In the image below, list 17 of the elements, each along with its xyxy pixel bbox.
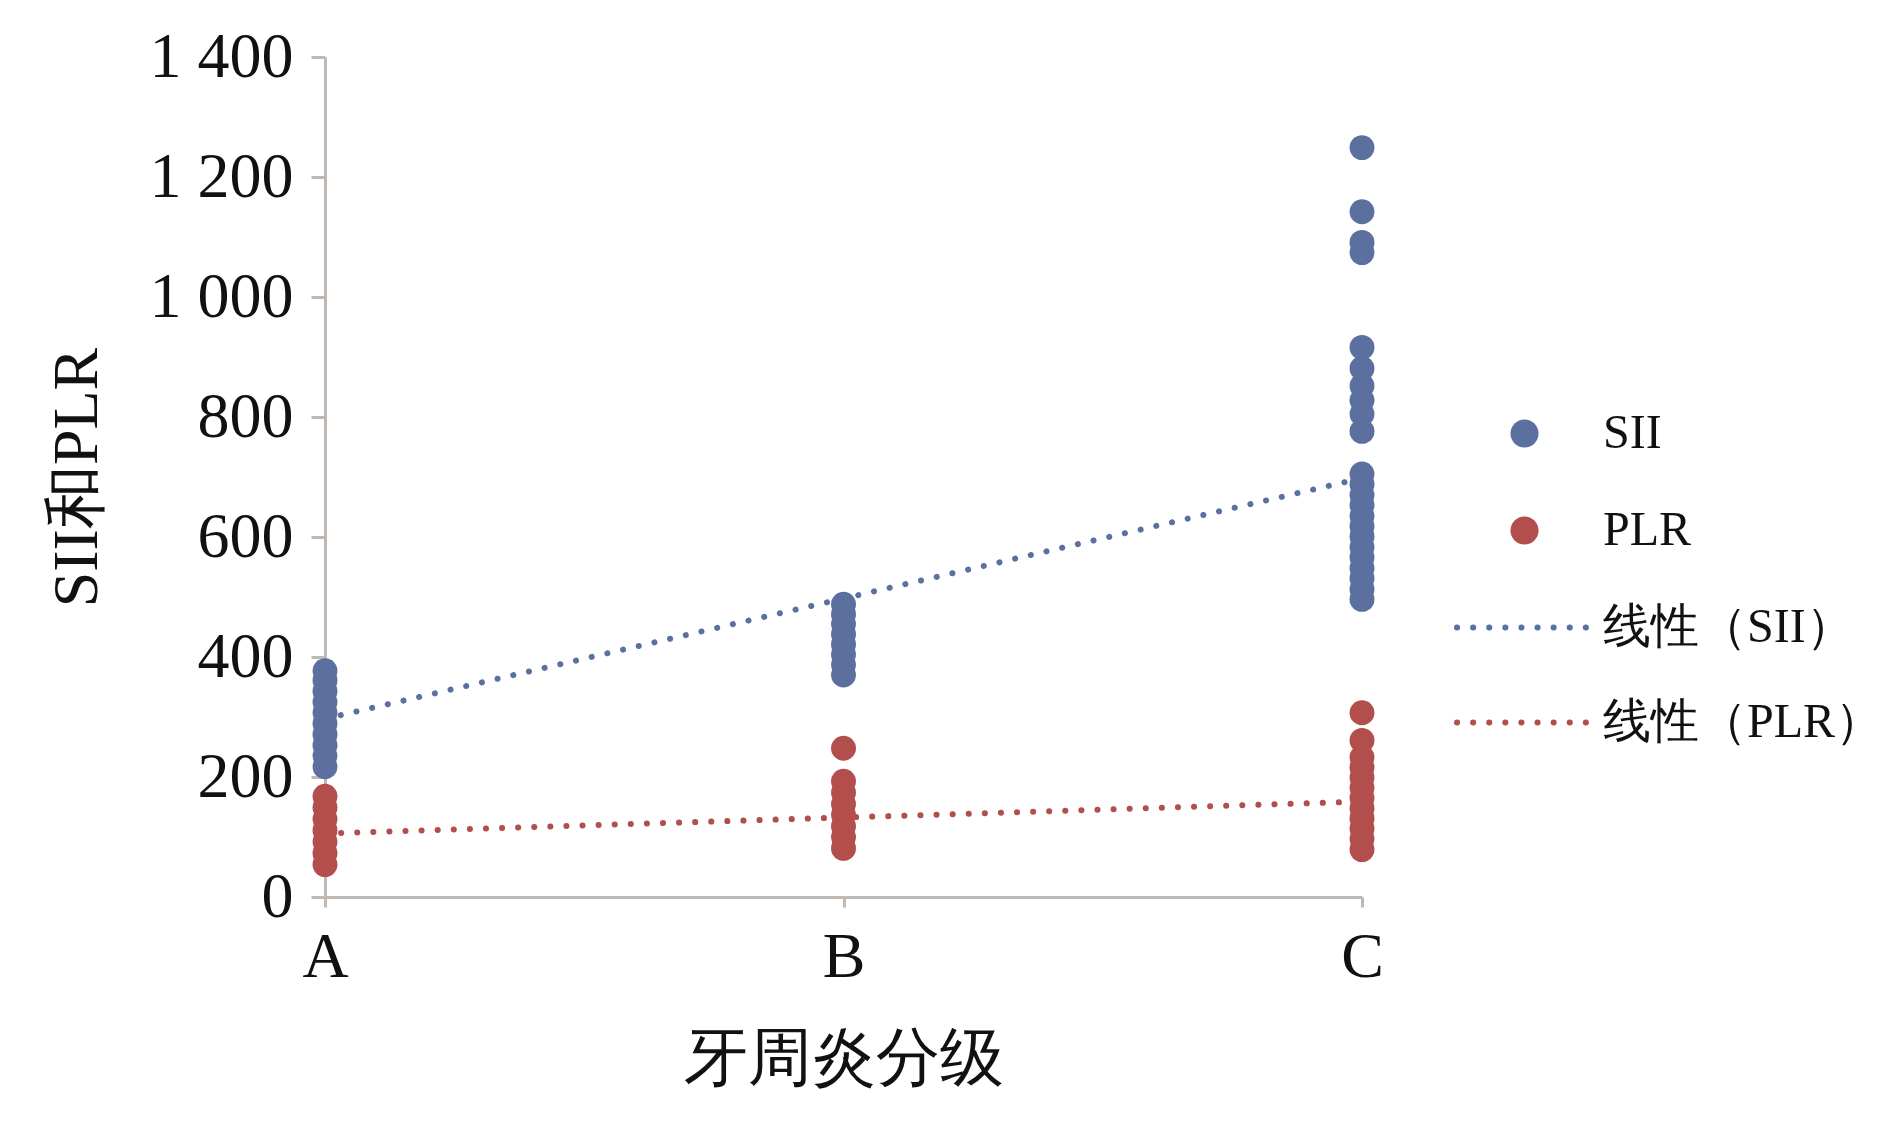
x-tick-label: B <box>822 919 866 991</box>
y-tick-label: 1 400 <box>149 19 294 91</box>
y-tick-label: 200 <box>197 739 294 811</box>
y-tick-label: 1 200 <box>149 139 294 211</box>
y-tick-label: 0 <box>261 859 294 931</box>
legend-label: 线性（SII） <box>1603 598 1854 652</box>
x-axis-title: 牙周炎分级 <box>684 1021 1004 1093</box>
y-tick-label: 1 000 <box>149 259 294 331</box>
legend-label: SII <box>1603 404 1662 458</box>
legend-label: 线性（PLR） <box>1603 693 1884 747</box>
legend-label: PLR <box>1603 501 1692 555</box>
x-tick-label: C <box>1341 919 1384 991</box>
y-tick-label: 600 <box>197 499 294 571</box>
y-tick-label: 400 <box>197 619 294 691</box>
x-tick-label: A <box>302 919 349 991</box>
y-axis-title: SII和PLR <box>39 347 111 608</box>
y-tick-label: 800 <box>197 379 294 451</box>
